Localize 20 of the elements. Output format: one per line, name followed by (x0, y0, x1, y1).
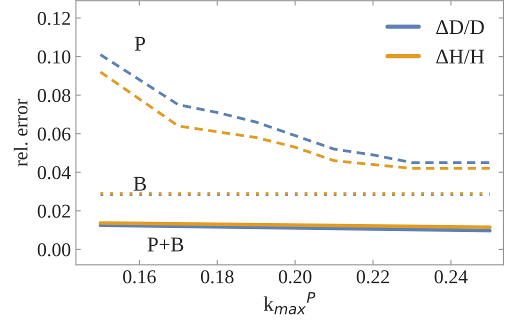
y-tick-label: 0.12 (38, 12, 70, 26)
annotation: P (134, 36, 145, 51)
legend-label: ΔH/H (436, 50, 484, 64)
y-tick-label: 0.04 (38, 166, 71, 180)
annotation: B (134, 176, 146, 191)
legend-label: ΔD/D (436, 20, 484, 34)
line-series (99, 70, 492, 170)
y-tick-label: 0.00 (38, 243, 70, 256)
y-axis-title: rel. error (14, 98, 28, 166)
y-tick-label: 0.08 (38, 88, 70, 102)
x-axis-title: k$_{max}$$^{P}$ (264, 292, 316, 314)
x-tick-label: 0.20 (278, 270, 312, 284)
x-tick-label: 0.24 (434, 270, 468, 284)
y-tick-label: 0.06 (38, 128, 70, 141)
y-tick-label: 0.10 (38, 50, 70, 64)
x-tick-label: 0.22 (356, 270, 389, 284)
y-tick-label: 0.02 (38, 204, 70, 218)
x-tick-label: 0.16 (123, 270, 156, 284)
x-tick-label: 0.18 (200, 270, 234, 284)
annotation: P+B (148, 238, 184, 252)
